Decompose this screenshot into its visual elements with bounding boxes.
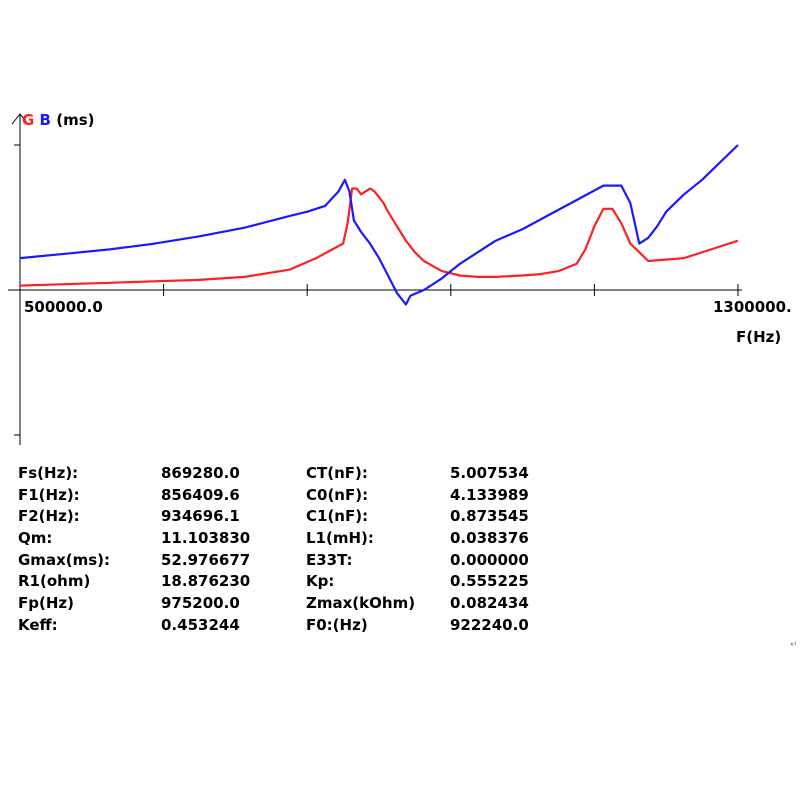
param-label: C1(nF): (306, 507, 369, 526)
x-tick-label-min: 500000.0 (24, 298, 103, 316)
parameter-table: Fs(Hz): 869280.0 CT(nF): 5.007534 F1(Hz): 856… (18, 463, 578, 637)
param-value: 0.873545 (450, 507, 529, 526)
param-label: Fs(Hz): (18, 464, 79, 482)
param-value: 11.103830 (161, 529, 251, 548)
param-value: 0.000000 (450, 550, 529, 569)
param-value: 975200.0 (161, 594, 240, 613)
param-value: 52.976677 (161, 550, 251, 569)
y-label-b: B (39, 111, 51, 129)
param-label: R1(ohm) (18, 572, 91, 591)
param-label: Gmax(ms): (18, 550, 111, 569)
corner-mark: ↵ (790, 640, 798, 650)
parameter-row: Gmax(ms): 52.976677 E33T: 0.000000 (18, 550, 578, 572)
parameter-row: F1(Hz): 856409.6 C0(nF): 4.133989 (18, 485, 578, 507)
series-line-0 (19, 187, 739, 287)
y-axis-arrow (11, 113, 29, 125)
param-value: 934696.1 (161, 507, 240, 526)
param-value: 4.133989 (450, 485, 529, 504)
param-label: Fp(Hz) (18, 594, 74, 613)
param-label: Zmax(kOhm) (306, 594, 416, 613)
parameter-row: Keff: 0.453244 F0:(Hz) 922240.0 (18, 615, 578, 637)
series-line-1 (19, 144, 739, 306)
param-value: 5.007534 (450, 464, 529, 482)
parameter-row: R1(ohm) 18.876230 Kp: 0.555225 (18, 571, 578, 593)
parameter-row: F2(Hz): 934696.1 C1(nF): 0.873545 (18, 506, 578, 528)
param-label: CT(nF): (306, 464, 368, 482)
param-value: 18.876230 (161, 572, 251, 591)
chart-series (19, 144, 739, 306)
param-label: Keff: (18, 615, 58, 634)
param-value: 0.038376 (450, 529, 529, 548)
chart-axes (8, 113, 742, 445)
param-value: 856409.6 (161, 485, 240, 504)
param-label: E33T: (306, 550, 353, 569)
param-label: Qm: (18, 529, 53, 548)
param-value: 922240.0 (450, 615, 529, 634)
y-label-g: G (22, 111, 35, 129)
parameter-row: Fs(Hz): 869280.0 CT(nF): 5.007534 (18, 463, 578, 485)
x-axis-label: F(Hz) (736, 328, 782, 346)
x-tick-label-max: 1300000. (713, 298, 792, 316)
param-value: 0.453244 (161, 615, 240, 634)
param-label: L1(mH): (306, 529, 374, 548)
param-label: Kp: (306, 572, 335, 591)
param-label: F2(Hz): (18, 507, 80, 526)
param-value: 0.082434 (450, 594, 529, 613)
param-label: C0(nF): (306, 485, 369, 504)
param-value: 869280.0 (161, 464, 240, 482)
param-label: F0:(Hz) (306, 615, 368, 634)
param-label: F1(Hz): (18, 485, 80, 504)
param-value: 0.555225 (450, 572, 529, 591)
y-label-unit: (ms) (56, 111, 95, 129)
parameter-row: Qm: 11.103830 L1(mH): 0.038376 (18, 528, 578, 550)
parameter-row: Fp(Hz) 975200.0 Zmax(kOhm) 0.082434 (18, 593, 578, 615)
y-axis-label: G B (ms) (22, 111, 95, 129)
